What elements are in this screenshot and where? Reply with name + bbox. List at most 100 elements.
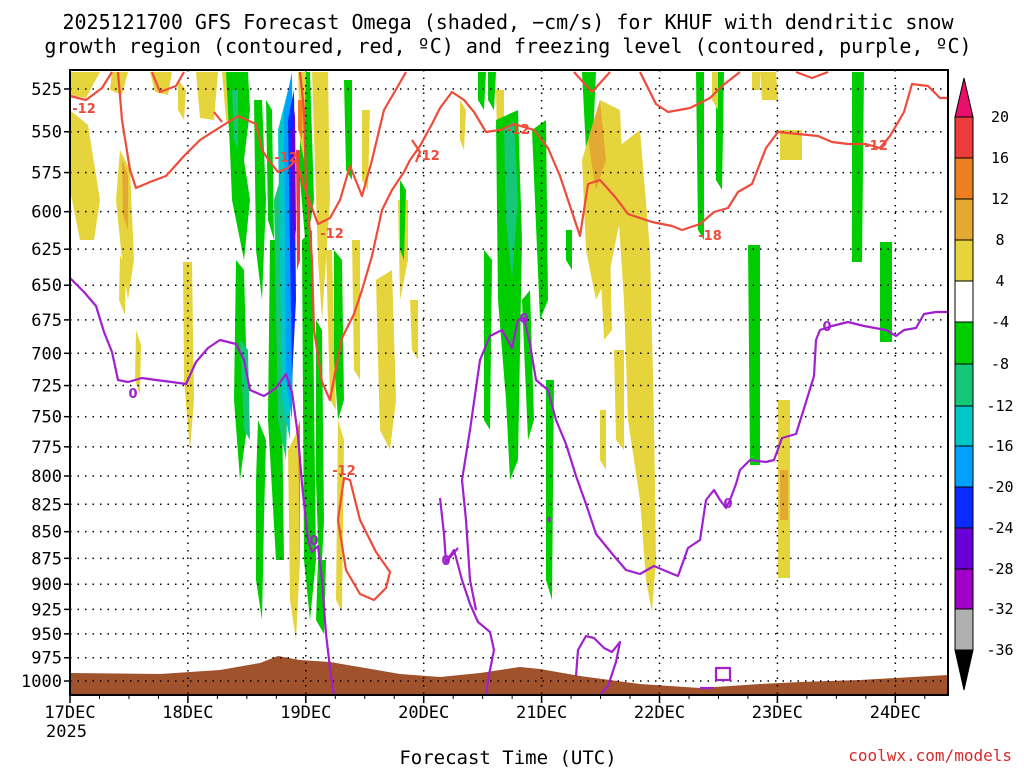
dgz-contour-line [795,70,829,80]
contour-lines: -12 -12 -12 -12 -18 -12 -12 -12 0 0 0 0 0 0 [69,70,948,696]
dgz-contour-line [150,71,185,94]
omega-shade-region-33 [316,320,324,600]
colorbar-label: 4 [995,272,1004,290]
dgz-contour-line [213,111,223,123]
omega-shade-region-66 [752,72,760,90]
colorbar-label: 16 [991,149,1009,167]
omega-shade-region-63 [696,72,704,240]
watermark: coolwx.com/models [848,746,1012,765]
colorbar-label: -36 [986,641,1013,659]
colorbar-swatch [954,405,974,447]
omega-shade-region-54 [546,380,554,600]
colorbar-swatch [954,239,974,282]
plot-frame [69,69,949,696]
omega-shade-region-59 [600,250,612,340]
omega-shade-region-15 [240,340,250,440]
y-tick-label: 650 [31,276,62,296]
omega-shade-region-65 [712,72,718,110]
omega-shade-region-61 [614,130,656,612]
colorbar-label: -8 [991,355,1009,373]
dgz-contour-line [411,139,422,163]
colorbar-label: 8 [995,231,1004,249]
y-tick-label: 700 [31,344,62,364]
dgz-contour-label: -12 [274,151,298,166]
dgz-contour-line [298,71,948,402]
y-tick-label: 775 [31,438,62,458]
dgz-contour-label: -18 [698,229,722,244]
x-tick-label: 21DEC [516,703,567,723]
omega-shade-region-60 [600,410,606,470]
colorbar-bottom-triangle [954,649,974,691]
freezing-contour-line [438,497,496,696]
freezing-contour-line [69,277,336,696]
omega-shade-region-0 [70,72,100,98]
y-tick-label: 1000 [21,672,62,692]
omega-shade-region-44 [400,180,406,260]
x-axis-year-label: 2025 [46,722,87,742]
freezing-contour-line [574,634,622,696]
y-tick-label: 875 [31,549,62,569]
colorbar-label: -32 [986,600,1013,618]
freezing-contour-line [445,547,459,563]
colorbar-swatch [954,321,974,365]
colorbar-swatch [954,445,974,488]
freezing-contour-label: 0 [723,497,732,512]
omega-shade-region-46 [478,72,486,110]
y-tick-label: 850 [31,523,62,543]
y-tick-label: 550 [31,123,62,143]
colorbar-label: -12 [986,397,1013,415]
omega-shade-region-18 [266,100,274,240]
y-tick-label: 675 [31,311,62,331]
x-tick-label: 17DEC [44,703,95,723]
colorbar: 20 16 12 8 4 -4 -8 -12 -16 -20 -24 -28 -32 -36 [954,77,1014,691]
x-tick-label: 18DEC [162,703,213,723]
dgz-contour-line [69,71,113,102]
dgz-contour-label: -12 [332,464,356,479]
omega-shade-region-40 [362,110,370,190]
y-tick-label: 800 [31,467,62,487]
freezing-contour-label: 0 [822,320,831,335]
dgz-contour-label: -12 [416,149,440,164]
omega-shade-region-62 [614,350,624,450]
omega-shade-region-32 [312,72,330,320]
omega-shade-region-34 [316,560,326,634]
omega-shade-region-38 [344,80,352,180]
omega-shade-region-70 [780,470,788,520]
omega-shade-region-8 [178,80,186,120]
colorbar-swatch [954,198,974,241]
omega-shade-region-27 [298,100,303,140]
omega-shade-region-3 [116,150,134,300]
x-tick-label: 20DEC [398,703,449,723]
x-axis-title: Forecast Time (UTC) [399,747,616,768]
y-tick-label: 825 [31,495,62,515]
colorbar-label: -4 [991,313,1009,331]
omega-shade-region-51 [504,120,518,280]
colorbar-swatch [954,608,974,651]
colorbar-top-triangle [954,77,974,118]
omega-shade-region-41 [376,270,396,450]
freezing-contour-line [714,666,732,682]
colorbar-swatch [954,363,974,407]
dgz-contour-line [573,71,611,94]
colorbar-label: -20 [986,478,1013,496]
chart-title-line2: growth region (contoured, red, ºC) and f… [44,34,971,58]
y-tick-label: 625 [31,240,62,260]
y-tick-label: 975 [31,649,62,669]
omega-shade-region-35 [326,250,336,410]
omega-shade-region-45 [460,100,466,150]
omega-shade-region-47 [488,72,496,110]
colorbar-swatch [954,280,974,323]
omega-shade-region-30 [288,430,300,640]
omega-shade-region-52 [522,290,534,440]
freezing-contour-label: 0 [519,312,528,327]
y-tick-label: 900 [31,575,62,595]
omega-shade-region-13 [232,90,238,150]
x-tick-label: 24DEC [870,703,921,723]
omega-shade-region-4 [122,160,128,230]
omega-shade-region-1 [70,110,100,240]
omega-shade-region-72 [852,72,864,262]
x-axis-ticks: 17DEC 18DEC 19DEC 20DEC 21DEC 22DEC 23DEC 24DEC [44,695,926,723]
terrain-fill [70,656,948,695]
dgz-contour-label: -12 [320,227,344,242]
